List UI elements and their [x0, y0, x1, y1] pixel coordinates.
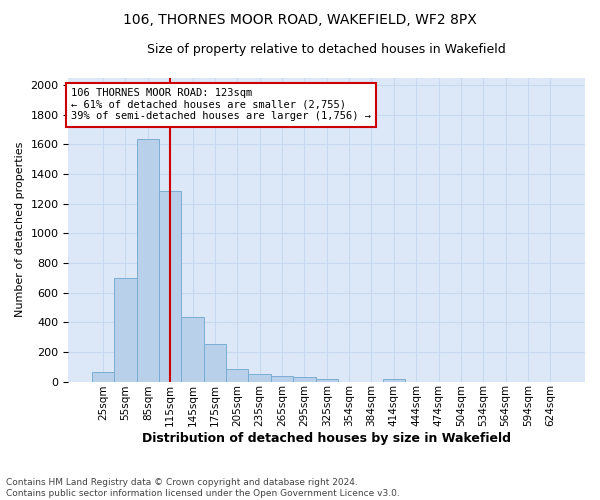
Text: 106 THORNES MOOR ROAD: 123sqm
← 61% of detached houses are smaller (2,755)
39% o: 106 THORNES MOOR ROAD: 123sqm ← 61% of d…	[71, 88, 371, 122]
Y-axis label: Number of detached properties: Number of detached properties	[15, 142, 25, 317]
Bar	[226, 369, 248, 382]
Bar	[293, 378, 316, 382]
Bar	[383, 379, 405, 382]
Bar	[114, 278, 137, 382]
Text: 106, THORNES MOOR ROAD, WAKEFIELD, WF2 8PX: 106, THORNES MOOR ROAD, WAKEFIELD, WF2 8…	[123, 12, 477, 26]
Bar	[316, 379, 338, 382]
Bar	[248, 374, 271, 382]
Bar	[204, 344, 226, 382]
Text: Contains HM Land Registry data © Crown copyright and database right 2024.
Contai: Contains HM Land Registry data © Crown c…	[6, 478, 400, 498]
Title: Size of property relative to detached houses in Wakefield: Size of property relative to detached ho…	[148, 42, 506, 56]
Bar	[159, 191, 181, 382]
Bar	[271, 376, 293, 382]
X-axis label: Distribution of detached houses by size in Wakefield: Distribution of detached houses by size …	[142, 432, 511, 445]
Bar	[92, 372, 114, 382]
Bar	[137, 139, 159, 382]
Bar	[181, 317, 204, 382]
